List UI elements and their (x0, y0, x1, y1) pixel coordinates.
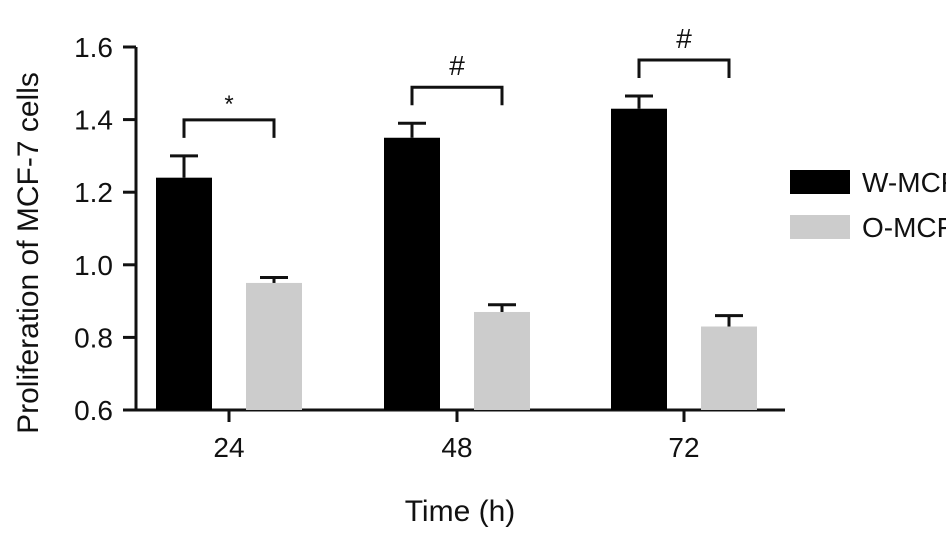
significance-bracket (182, 118, 276, 138)
axes: 0.6 0.8 1.0 1.2 1.4 1.6 24 48 72 (74, 32, 785, 463)
significance-bracket (637, 58, 731, 79)
bars (156, 108, 757, 411)
x-axis-tick-label: 24 (213, 432, 244, 463)
significance-brackets: * # # (182, 23, 731, 138)
bar-w-mcf-7 (384, 137, 440, 410)
error-bars (170, 94, 743, 327)
legend-label-o-mcf-7: O-MCF-7 (862, 212, 946, 243)
legend: W-MCF-7 O-MCF-7 (790, 167, 946, 243)
bar-w-mcf-7 (156, 177, 212, 410)
x-axis-tick-label: 48 (441, 432, 472, 463)
y-axis-title: Proliferation of MCF-7 cells (12, 72, 45, 434)
legend-label-w-mcf-7: W-MCF-7 (862, 167, 946, 198)
significance-bracket (410, 85, 504, 106)
significance-marker: # (449, 50, 465, 81)
x-axis-tick-label: 72 (668, 432, 699, 463)
bar-o-mcf-7 (246, 282, 302, 410)
significance-marker: * (224, 91, 233, 118)
legend-swatch-w-mcf-7 (790, 170, 850, 194)
bar-o-mcf-7 (474, 311, 530, 410)
y-axis-tick-label: 1.2 (74, 177, 113, 208)
x-axis-title: Time (h) (405, 495, 516, 528)
y-axis-tick-label: 0.6 (74, 395, 113, 426)
y-axis-tick-label: 1.0 (74, 250, 113, 281)
bar-o-mcf-7 (701, 326, 757, 410)
significance-marker: # (676, 23, 692, 54)
legend-swatch-o-mcf-7 (790, 215, 850, 239)
y-axis-tick-label: 1.4 (74, 105, 113, 136)
y-axis-tick-label: 1.6 (74, 32, 113, 63)
bar-w-mcf-7 (611, 108, 667, 411)
y-axis-tick-label: 0.8 (74, 322, 113, 353)
